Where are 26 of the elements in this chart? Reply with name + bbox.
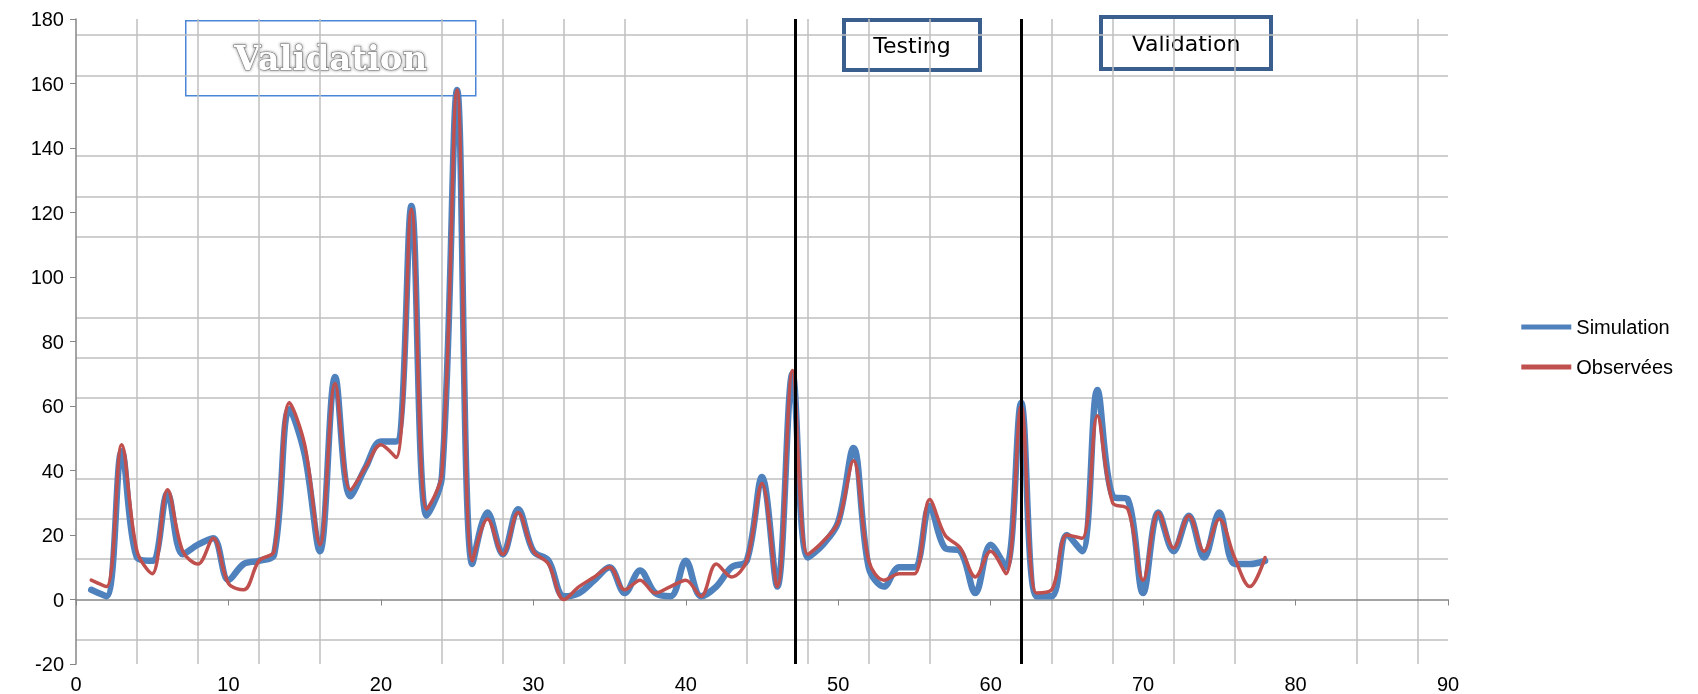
x-tick-label: 60	[979, 673, 1002, 694]
annotation: Validation	[1131, 30, 1241, 56]
y-tick-label: 20	[41, 524, 64, 546]
annotation: Validation	[233, 38, 428, 79]
x-tick-label: 0	[70, 673, 82, 694]
y-tick-label: 60	[41, 395, 64, 417]
y-tick-label: -20	[35, 653, 64, 675]
y-tick-label: 40	[41, 459, 64, 482]
legend-label: Observées	[1576, 356, 1674, 378]
annotation: Testing	[872, 32, 951, 58]
y-tick-label: 180	[30, 8, 64, 30]
x-tick-label: 10	[217, 673, 240, 694]
y-tick-label: 80	[41, 330, 64, 353]
y-tick-label: 120	[30, 201, 64, 224]
x-tick-label: 70	[1131, 673, 1155, 694]
x-tick-label: 50	[827, 673, 850, 694]
x-tick-label: 40	[674, 673, 697, 694]
legend-label: Simulation	[1576, 316, 1670, 338]
y-tick-label: 140	[30, 137, 64, 159]
y-tick-label: 100	[30, 266, 64, 288]
y-tick-label: 160	[30, 72, 64, 95]
x-tick-label: 30	[522, 673, 545, 694]
x-tick-label: 90	[1436, 673, 1460, 694]
x-tick-label: 80	[1284, 673, 1307, 694]
y-tick-label: 0	[52, 588, 64, 611]
x-tick-label: 20	[369, 673, 393, 694]
